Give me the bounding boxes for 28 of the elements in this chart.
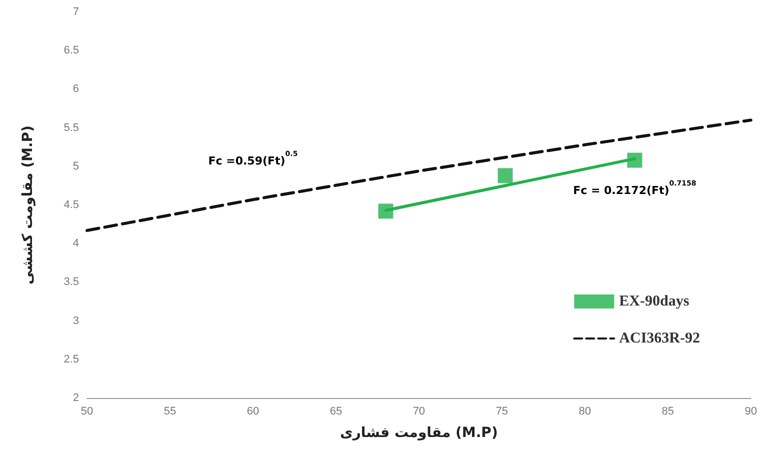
y-tick-label: 5.5 (64, 122, 79, 134)
y-tick-label: 4.5 (64, 199, 79, 211)
x-tick-label: 70 (412, 406, 426, 418)
x-tick-label: 50 (80, 406, 94, 418)
point (498, 168, 513, 184)
point (627, 152, 642, 168)
y-tick-label: 6.5 (64, 44, 79, 57)
y-tick-label: 2 (72, 392, 79, 404)
y-tick-label: 3 (72, 314, 79, 327)
y-tick-label: 4 (72, 238, 79, 250)
x-tick-label: 85 (662, 406, 674, 418)
y-tick-label: 3.5 (64, 276, 79, 288)
x-tick-label: 75 (496, 406, 508, 418)
legend-label: EX-90days (619, 294, 690, 310)
x-tick-label: 55 (164, 406, 176, 418)
y-tick-label: 7 (72, 6, 79, 18)
y-axis-title: مقاومت کششی (M.P) (20, 125, 36, 285)
legend-label: ACI363R-92 (619, 330, 700, 346)
x-tick-label: 65 (330, 406, 342, 418)
y-tick-label: 6 (72, 83, 79, 96)
line-series (86, 118, 752, 232)
x-tick-label: 80 (578, 406, 592, 418)
y-tick-label: 5 (72, 160, 79, 172)
x-axis-title: مقاومت فشاری (M.P) (340, 425, 498, 441)
point (378, 204, 394, 219)
y-tick-label: 2.5 (64, 353, 79, 366)
x-tick-label: 90 (744, 406, 758, 418)
x-tick-label: 60 (246, 406, 260, 418)
